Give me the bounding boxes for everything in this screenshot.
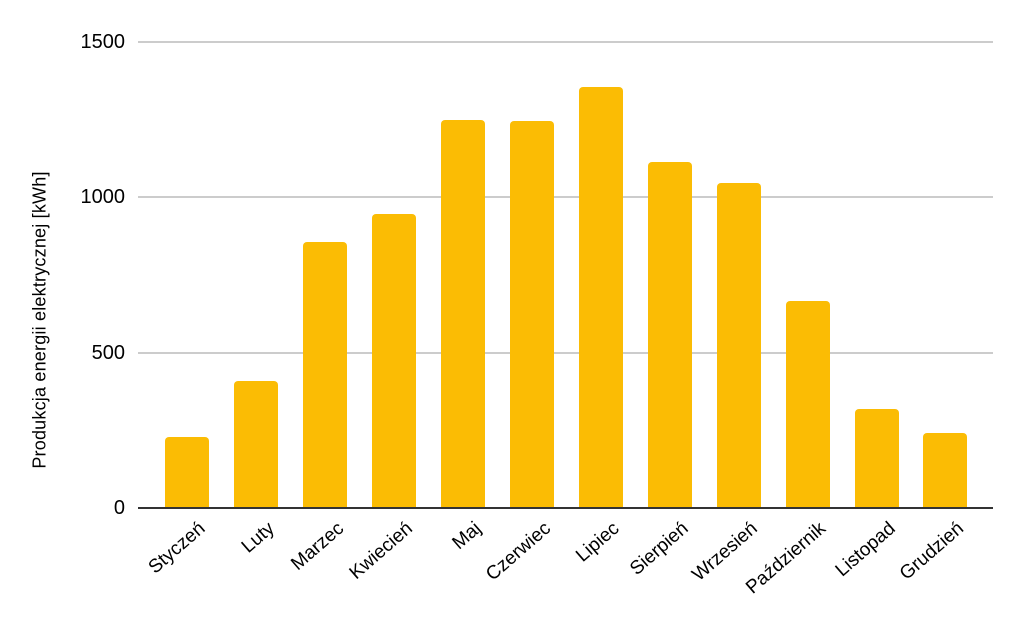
y-tick-label-500: 500: [91, 341, 125, 364]
bar-czerwiec: [509, 121, 554, 508]
x-label-czerwiec: Czerwiec: [481, 518, 555, 586]
x-label-styczeń: Styczeń: [144, 518, 210, 579]
x-label-luty: Luty: [237, 518, 279, 558]
x-label-grudzień: Grudzień: [896, 518, 969, 585]
x-label-maj: Maj: [448, 518, 486, 554]
gridline-500: [138, 351, 993, 354]
x-axis-line: [138, 507, 993, 509]
plot-area: [138, 41, 993, 509]
y-tick-label-1500: 1500: [80, 31, 126, 53]
bar-wrzesień: [716, 183, 761, 508]
y-tick-label-1000: 1000: [80, 186, 126, 209]
bar-październik: [785, 301, 830, 508]
bar-luty: [233, 380, 278, 508]
bar-kwiecień: [371, 214, 416, 508]
y-tick-label-0: 0: [113, 497, 125, 519]
x-label-kwiecień: Kwiecień: [345, 518, 417, 584]
x-label-lipiec: Lipiec: [572, 518, 624, 567]
bar-lipiec: [578, 87, 623, 508]
gridline-1000: [138, 196, 993, 199]
bar-listopad: [854, 408, 899, 508]
y-axis-title: Produkcja energii elektrycznej [kWh]: [29, 171, 50, 469]
bar-maj: [440, 119, 485, 508]
gridline-1500: [138, 41, 993, 43]
bar-sierpień: [647, 161, 692, 508]
x-label-marzec: Marzec: [286, 518, 348, 575]
bar-grudzień: [923, 433, 968, 508]
x-label-sierpień: Sierpień: [626, 518, 693, 580]
bar-marzec: [302, 242, 347, 508]
bar-styczeń: [165, 436, 209, 508]
x-label-listopad: Listopad: [831, 518, 900, 581]
